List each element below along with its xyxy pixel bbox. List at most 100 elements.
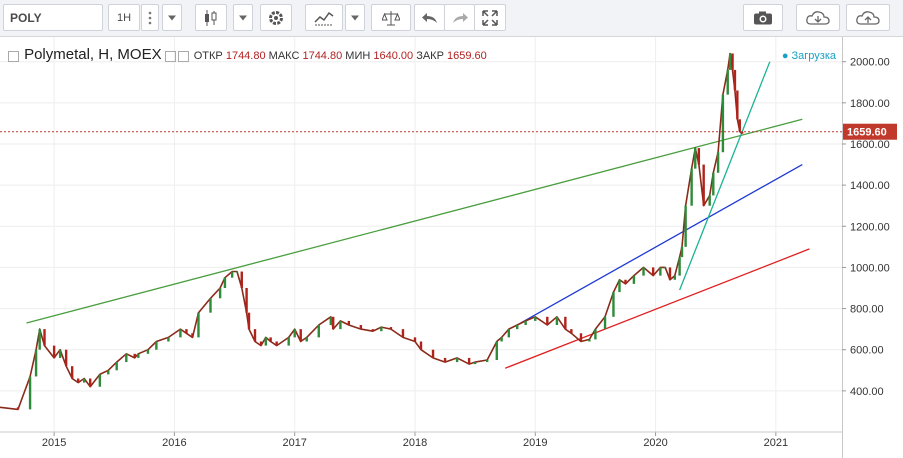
candle [329,316,332,326]
candle [235,271,239,273]
legend-close-icon[interactable] [177,50,189,62]
high-value: 1744.80 [302,50,343,62]
x-tick-label: 2019 [523,437,547,449]
x-tick-label: 2018 [403,437,427,449]
candle [603,316,607,330]
candle [197,312,200,338]
indicators-dropdown-icon[interactable] [345,4,365,31]
collapse-legend-icon[interactable] [8,50,19,62]
candle [678,257,681,276]
cloud-upload-icon[interactable] [846,4,890,31]
y-tick-label: 1000.00 [850,262,890,274]
candle [64,349,68,367]
candles-icon[interactable] [195,4,227,31]
candle [43,329,46,346]
timeframe-dropdown-icon[interactable] [162,4,182,31]
timeframe-button[interactable]: 1H [108,4,140,31]
candle [612,292,615,317]
y-axis: 400.00 600.00 800.00 1000.00 1200.00 1400.00 1… [842,57,890,398]
candle [694,148,697,169]
candle [125,353,128,363]
candle [467,357,471,365]
candle [731,53,734,70]
x-tick-label: 2015 [42,437,66,449]
candle [245,287,248,313]
candle [28,376,32,410]
legend-settings-icon[interactable] [164,50,176,62]
candle [107,370,110,375]
candle [728,53,732,70]
candle [52,345,56,358]
candle [83,378,86,383]
candle [146,349,150,354]
chart-legend: Polymetal, H, MOEX ОТКР 1744.80 МАКС 174… [8,46,487,63]
y-tick-label: 1400.00 [850,180,890,192]
candle [275,341,278,346]
candle [702,164,705,206]
candle [185,329,188,334]
candle [247,312,251,330]
candle [191,333,194,338]
candle [443,357,447,363]
x-tick-label: 2020 [643,437,667,449]
y-tick-label: 1800.00 [850,98,890,110]
candle [555,316,559,326]
trendlines [26,61,810,369]
candle [347,320,351,326]
candle [516,325,519,330]
cloud-download-icon[interactable] [796,4,840,31]
price-line [0,52,743,411]
candle [651,267,655,276]
candle [534,316,537,321]
candle [98,374,102,387]
y-tick-label: 1200.00 [850,221,890,233]
chart-type-dropdown-icon[interactable] [233,4,253,31]
candle [218,287,222,299]
candle [570,329,573,334]
price-axis-divider [842,37,843,458]
trendline [520,163,803,324]
last-price-label: 1659.60 [847,127,887,139]
y-tick-label: 1600.00 [850,139,890,151]
close-label: ЗАКР [416,50,444,62]
candle [389,327,393,330]
indicators-icon[interactable] [305,4,343,31]
camera-icon[interactable] [743,4,783,31]
candle [209,298,212,313]
candle [34,349,38,377]
candle [485,359,489,363]
candle [76,378,80,383]
y-tick-label: 800.00 [850,304,884,316]
candle [740,131,744,134]
loading-status: ● Загрузка [781,50,836,62]
candle [264,337,268,346]
candle [659,267,662,276]
x-axis: 2015 2016 2017 2018 2019 2020 2021 [0,431,842,449]
candle [305,337,308,342]
candle [240,271,243,288]
candle [632,275,636,284]
more-icon[interactable] [141,4,159,31]
candle [738,119,741,132]
symbol-search[interactable]: POLY [3,4,103,31]
x-tick-label: 2016 [162,437,186,449]
low-value: 1640.00 [373,50,414,62]
grid [0,37,842,432]
candle [716,152,720,173]
candle [38,329,41,350]
candle [115,362,118,371]
candle [431,349,435,358]
fullscreen-icon[interactable] [474,4,506,31]
undo-icon[interactable] [414,4,445,31]
candle [155,341,158,350]
candle [507,329,511,338]
candle [179,329,182,338]
candle [495,341,498,360]
compare-icon[interactable] [371,4,411,31]
settings-icon[interactable] [260,4,292,31]
y-tick-label: 600.00 [850,345,884,357]
close-value: 1659.60 [446,50,487,62]
x-tick-label: 2021 [764,437,788,449]
candle [500,337,503,342]
